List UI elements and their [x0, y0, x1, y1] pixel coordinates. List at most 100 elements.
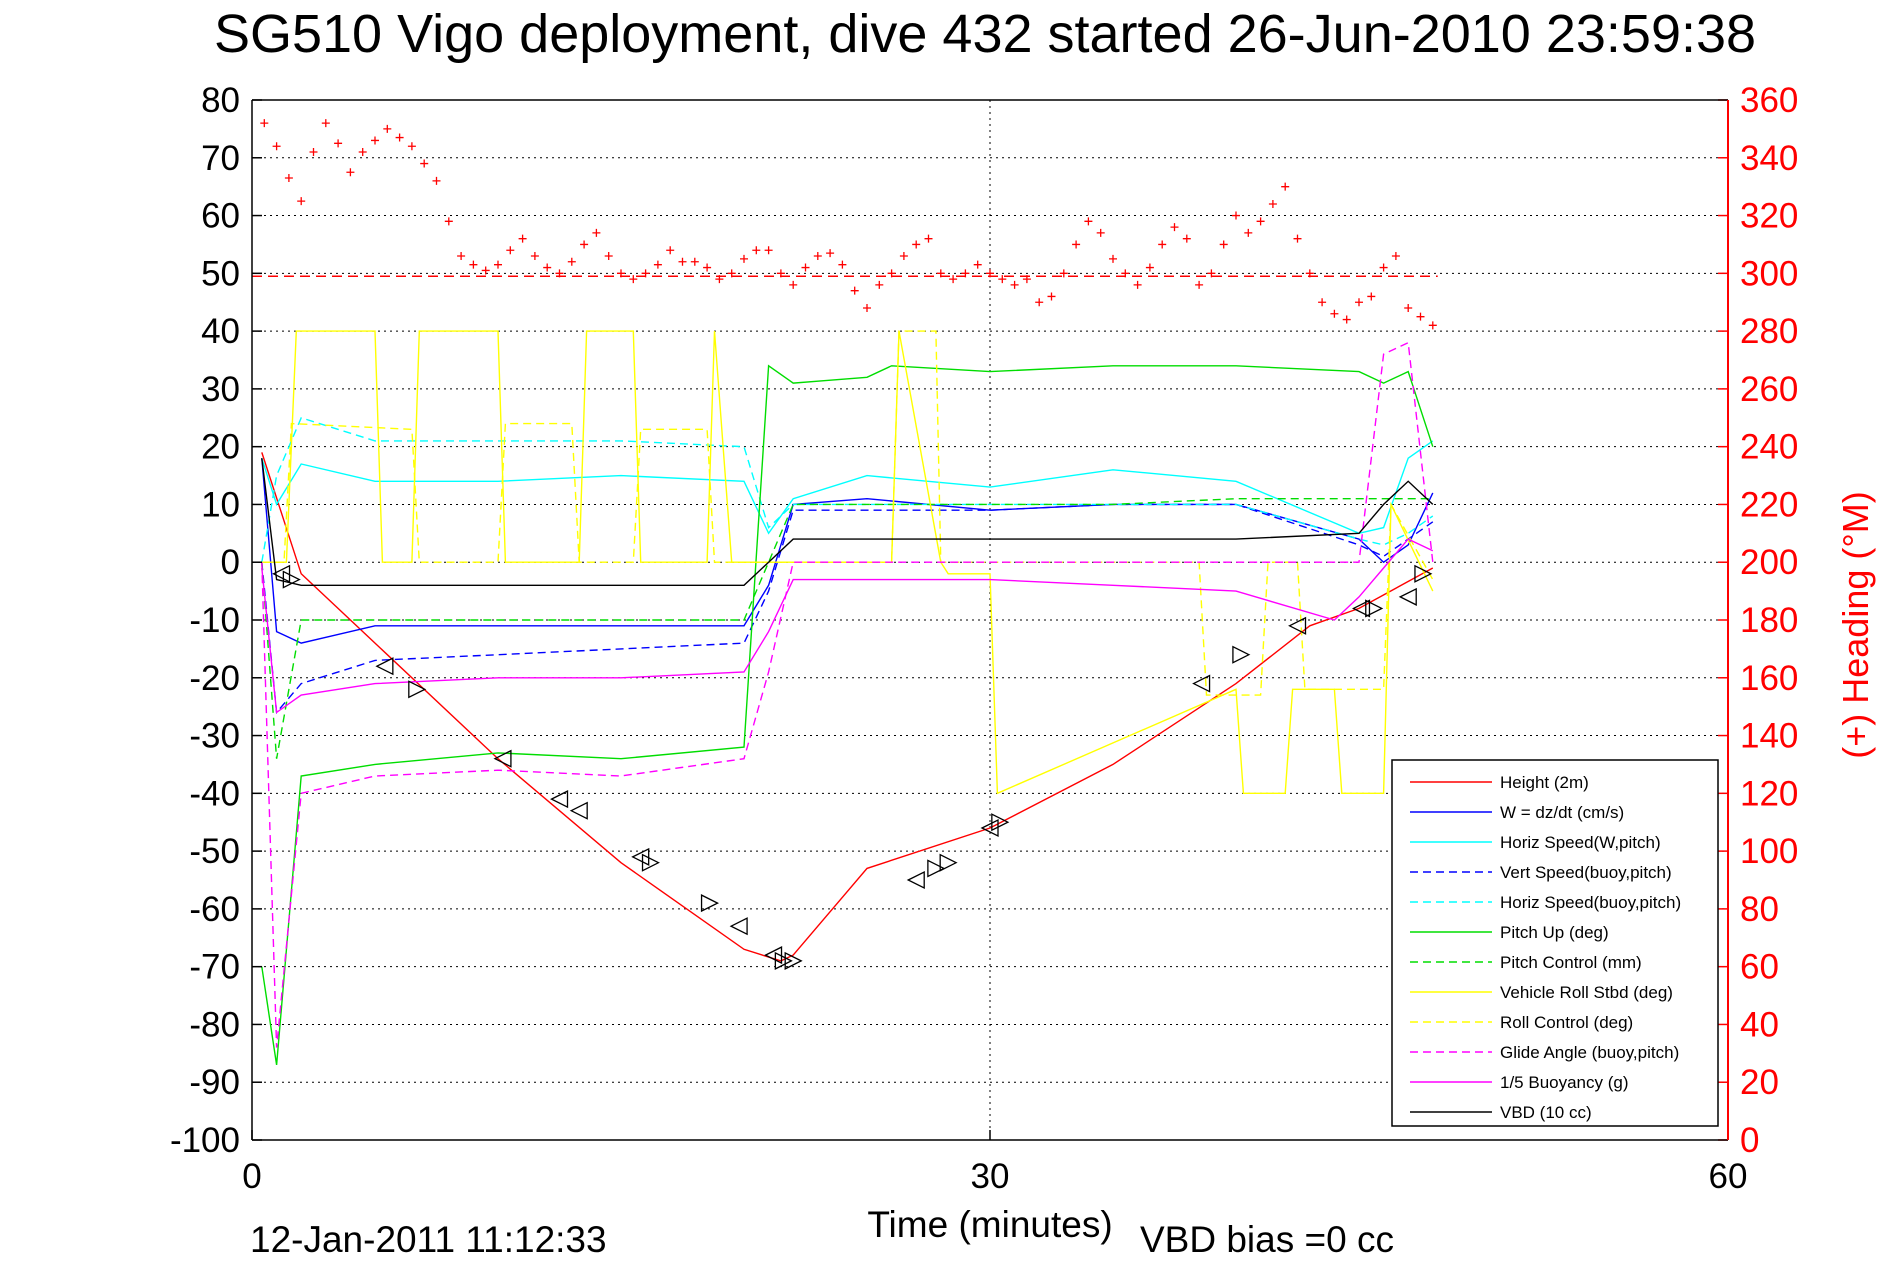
series-w-dz-dt-cm-s	[261, 458, 1434, 644]
legend-label-pitch-control-mm: Pitch Control (mm)	[1500, 953, 1642, 972]
y-tick-label: 40	[201, 312, 240, 351]
heading-point	[1416, 312, 1425, 321]
heading-point	[420, 159, 429, 168]
heading-point	[1170, 223, 1179, 232]
heading-point	[1428, 321, 1437, 330]
heading-point	[481, 266, 490, 275]
heading-point	[801, 263, 810, 272]
y2-tick-label: 100	[1740, 832, 1798, 871]
y2-tick-label: 280	[1740, 312, 1798, 351]
heading-point	[690, 257, 699, 266]
heading-point	[973, 260, 982, 269]
ballast-marker	[1414, 564, 1433, 583]
heading-point	[936, 269, 945, 278]
heading-point	[1281, 182, 1290, 191]
ballast-marker	[375, 657, 394, 676]
series-vbd-10-cc	[261, 458, 1434, 586]
heading-point	[740, 254, 748, 263]
heading-point	[1035, 298, 1044, 307]
heading-point	[899, 252, 908, 260]
heading-point	[1330, 309, 1339, 318]
heading-point	[863, 304, 871, 312]
heading-point	[764, 246, 773, 255]
heading-point	[715, 275, 724, 284]
y2-tick-label: 180	[1740, 601, 1798, 640]
legend-label-1-5-buoyancy-g: 1/5 Buoyancy (g)	[1500, 1073, 1629, 1092]
y2-tick-label: 220	[1740, 485, 1798, 524]
heading-point	[924, 234, 933, 243]
ballast-marker	[980, 818, 999, 838]
y-tick-label: -60	[189, 890, 240, 929]
heading-point	[1305, 269, 1314, 278]
heading-point	[776, 269, 785, 278]
y-tick-label: -100	[170, 1121, 240, 1160]
heading-point	[260, 119, 269, 128]
heading-point	[1232, 211, 1240, 220]
heading-point	[530, 252, 539, 260]
heading-point	[395, 133, 404, 142]
y2-tick-label: 40	[1740, 1005, 1779, 1044]
heading-point	[494, 260, 502, 269]
y-tick-label: -20	[189, 659, 240, 698]
footer-vbd-bias: VBD bias =0 cc	[1140, 1219, 1394, 1260]
heading-point	[1084, 217, 1093, 226]
legend-label-height-2m: Height (2m)	[1500, 773, 1589, 792]
heading-point	[617, 269, 625, 278]
ballast-marker	[700, 894, 720, 913]
heading-point	[1158, 240, 1167, 249]
series-pitch-up-deg	[261, 364, 1434, 1066]
ballast-marker	[906, 870, 925, 890]
ballast-marker	[764, 946, 783, 965]
x-axis-label: Time (minutes)	[867, 1204, 1112, 1245]
y2-tick-label: 140	[1740, 717, 1798, 756]
y-tick-label: -90	[189, 1063, 240, 1102]
y-tick-label: 30	[201, 370, 240, 409]
heading-point	[1072, 240, 1081, 249]
legend-label-vert-speed-buoy-pitch: Vert Speed(buoy,pitch)	[1500, 863, 1672, 882]
heading-point	[887, 269, 896, 278]
heading-point	[1109, 254, 1117, 263]
y-tick-label: -30	[189, 717, 240, 756]
series-horiz-speed-w-pitch	[261, 440, 1434, 535]
y2-tick-label: 160	[1740, 659, 1798, 698]
heading-point	[1195, 280, 1204, 289]
legend-label-w-dz-dt-cm-s: W = dz/dt (cm/s)	[1500, 803, 1624, 822]
heading-point	[1379, 263, 1388, 272]
heading-point	[1059, 269, 1068, 278]
axes: 80706050403020100-10-20-30-40-50-60-70-8…	[170, 81, 1798, 1196]
ballast-marker	[774, 951, 793, 970]
heading-point	[1207, 269, 1216, 278]
heading-point	[309, 148, 318, 156]
ballast-marker	[569, 801, 588, 820]
heading-point	[272, 142, 281, 151]
y2-tick-label: 120	[1740, 774, 1798, 813]
y-tick-label: -70	[189, 948, 240, 987]
heading-point	[1022, 275, 1031, 284]
series-roll-control-deg	[261, 330, 1434, 696]
heading-point	[1121, 269, 1130, 278]
heading-point	[653, 260, 662, 269]
ballast-marker	[991, 813, 1010, 832]
heading-point	[457, 252, 466, 260]
y2-tick-label: 80	[1740, 890, 1779, 929]
heading-point	[407, 142, 416, 151]
heading-point	[727, 269, 736, 278]
heading-point	[297, 197, 306, 206]
ballast-marker	[729, 917, 748, 936]
series-horiz-speed-buoy-pitch	[261, 416, 1434, 563]
ballast-marker	[493, 749, 512, 768]
heading-point	[358, 148, 367, 156]
heading-point	[666, 246, 675, 255]
y-tick-label: -40	[189, 774, 240, 813]
heading-point	[752, 246, 761, 255]
heading-point	[641, 269, 650, 278]
heading-point	[1293, 234, 1302, 243]
heading-point	[1355, 298, 1363, 307]
y-tick-label: 80	[201, 81, 240, 120]
ballast-marker	[641, 853, 660, 872]
heading-point	[371, 136, 379, 145]
x-tick-label: 30	[971, 1157, 1010, 1196]
heading-point	[998, 275, 1007, 284]
legend-label-vbd-10-cc: VBD (10 cc)	[1500, 1103, 1592, 1122]
heading-point	[1391, 252, 1400, 260]
